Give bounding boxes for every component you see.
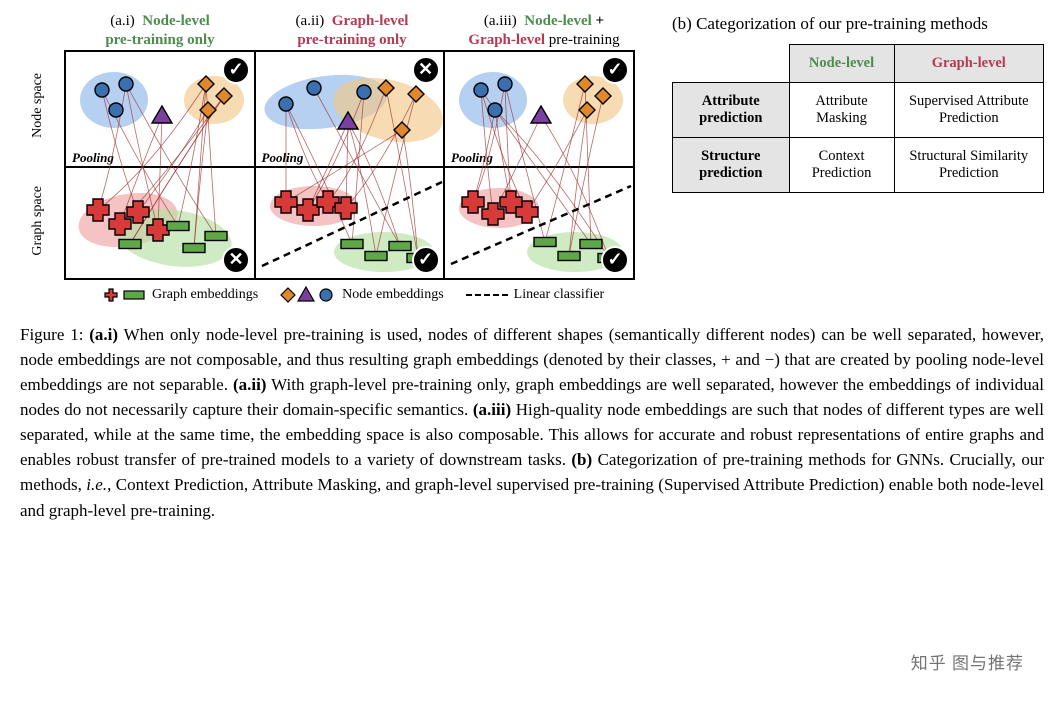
legend-label: Linear classifier bbox=[514, 287, 605, 303]
panel-title-aii: (a.ii) Graph-level pre-training only bbox=[256, 12, 448, 50]
axis-graph-space: Graph space bbox=[30, 186, 46, 256]
legend-node-emb: Node embeddings bbox=[280, 286, 443, 304]
panel-title-aiii: (a.iii) Node-level + Graph-level pre-tra… bbox=[448, 12, 640, 50]
panels: Node space Graph space Pooling ✓✕ Poolin… bbox=[64, 50, 640, 280]
plus-rect-icon bbox=[102, 286, 146, 304]
cell: Supervised Attribute Prediction bbox=[894, 83, 1043, 138]
panel-aiii: Pooling ✓✓ bbox=[443, 50, 635, 280]
col-node-level: Node-level bbox=[789, 45, 894, 83]
cross-badge-icon: ✕ bbox=[412, 56, 440, 84]
figure-caption: Figure 1: (a.i) When only node-level pre… bbox=[20, 322, 1044, 523]
col-graph-level: Graph-level bbox=[894, 45, 1043, 83]
row-structure: Structure prediction bbox=[673, 138, 790, 193]
row-attribute: Attribute prediction bbox=[673, 83, 790, 138]
check-badge-icon: ✓ bbox=[601, 56, 629, 84]
panel-title-ai: (a.i) Node-level pre-training only bbox=[64, 12, 256, 50]
cross-badge-icon: ✕ bbox=[222, 246, 250, 274]
figure-top-row: (a.i) Node-level pre-training only (a.ii… bbox=[20, 12, 1044, 304]
panel-aii: Pooling ✕✓ bbox=[254, 50, 446, 280]
legend-label: Graph embeddings bbox=[152, 287, 258, 303]
categorization-table: Node-level Graph-level Attribute predict… bbox=[672, 44, 1044, 193]
check-badge-icon: ✓ bbox=[222, 56, 250, 84]
legend-label: Node embeddings bbox=[342, 287, 443, 303]
cell: Attribute Masking bbox=[789, 83, 894, 138]
table-wrap: (b) Categorization of our pre-training m… bbox=[672, 12, 1044, 193]
panels-wrap: (a.i) Node-level pre-training only (a.ii… bbox=[64, 12, 640, 304]
legend-graph-emb: Graph embeddings bbox=[102, 286, 258, 304]
diamond-tri-circle-icon bbox=[280, 286, 336, 304]
cell: Structural Similarity Prediction bbox=[894, 138, 1043, 193]
legend-linear: Linear classifier bbox=[466, 287, 605, 303]
panel-titles: (a.i) Node-level pre-training only (a.ii… bbox=[64, 12, 640, 50]
check-badge-icon: ✓ bbox=[412, 246, 440, 274]
legend: Graph embeddings Node embeddings Linear … bbox=[64, 280, 640, 304]
dash-icon bbox=[466, 294, 508, 296]
axis-node-space: Node space bbox=[30, 73, 46, 138]
panel-ai: Pooling ✓✕ bbox=[64, 50, 256, 280]
axis-labels: Node space Graph space bbox=[30, 50, 46, 280]
check-badge-icon: ✓ bbox=[601, 246, 629, 274]
table-title: (b) Categorization of our pre-training m… bbox=[672, 14, 1044, 34]
cell: Context Prediction bbox=[789, 138, 894, 193]
watermark: 知乎 图与推荐 bbox=[911, 649, 1024, 674]
